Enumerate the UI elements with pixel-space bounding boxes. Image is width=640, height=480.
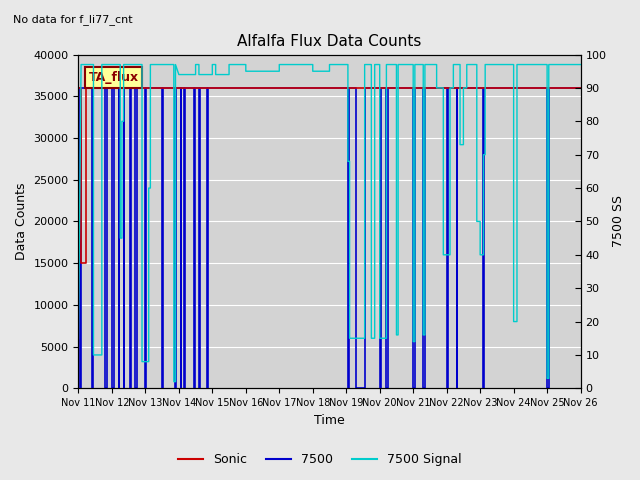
7500 Signal: [275, 68, 283, 74]
Sonic: [143, 85, 151, 91]
Sonic: [108, 85, 116, 91]
Text: TA_flux: TA_flux: [88, 71, 139, 84]
Sonic: [100, 85, 108, 91]
Sonic: [113, 85, 121, 91]
Legend: Sonic, 7500, 7500 Signal: Sonic, 7500, 7500 Signal: [173, 448, 467, 471]
7500 Signal: [212, 61, 220, 67]
Sonic: [86, 85, 94, 91]
Sonic: [113, 85, 121, 91]
Sonic: [82, 85, 90, 91]
Sonic: [122, 85, 129, 91]
Sonic: [177, 85, 184, 91]
7500 Signal: [118, 235, 126, 241]
7500 Signal: [170, 379, 178, 384]
Sonic: [108, 85, 116, 91]
Line: Sonic: Sonic: [79, 88, 580, 263]
7500 Signal: [378, 336, 385, 341]
7500: [353, 85, 360, 91]
7500: [76, 385, 84, 391]
Sonic: [143, 85, 151, 91]
7500 Signal: [577, 61, 584, 67]
Sonic: [75, 85, 83, 91]
7500: [445, 85, 452, 91]
7500 Signal: [378, 336, 385, 341]
7500 Signal: [77, 61, 85, 67]
Text: No data for f_li77_cnt: No data for f_li77_cnt: [13, 14, 132, 25]
7500: [577, 85, 584, 91]
Sonic: [82, 260, 90, 266]
Sonic: [577, 85, 584, 91]
Sonic: [77, 260, 85, 266]
X-axis label: Time: Time: [314, 414, 345, 427]
7500: [77, 85, 84, 91]
Y-axis label: 7500 SS: 7500 SS: [612, 195, 625, 247]
7500: [376, 85, 383, 91]
Sonic: [177, 85, 184, 91]
7500 Signal: [419, 332, 427, 338]
Sonic: [122, 85, 129, 91]
Line: 7500: 7500: [79, 88, 580, 388]
Sonic: [77, 85, 85, 91]
Line: 7500 Signal: 7500 Signal: [79, 64, 580, 382]
7500: [75, 85, 83, 91]
7500: [204, 385, 211, 391]
Sonic: [86, 85, 94, 91]
7500 Signal: [75, 336, 83, 341]
7500: [204, 385, 212, 391]
Title: Alfalfa Flux Data Counts: Alfalfa Flux Data Counts: [237, 34, 422, 49]
Sonic: [100, 85, 108, 91]
Y-axis label: Data Counts: Data Counts: [15, 183, 28, 260]
